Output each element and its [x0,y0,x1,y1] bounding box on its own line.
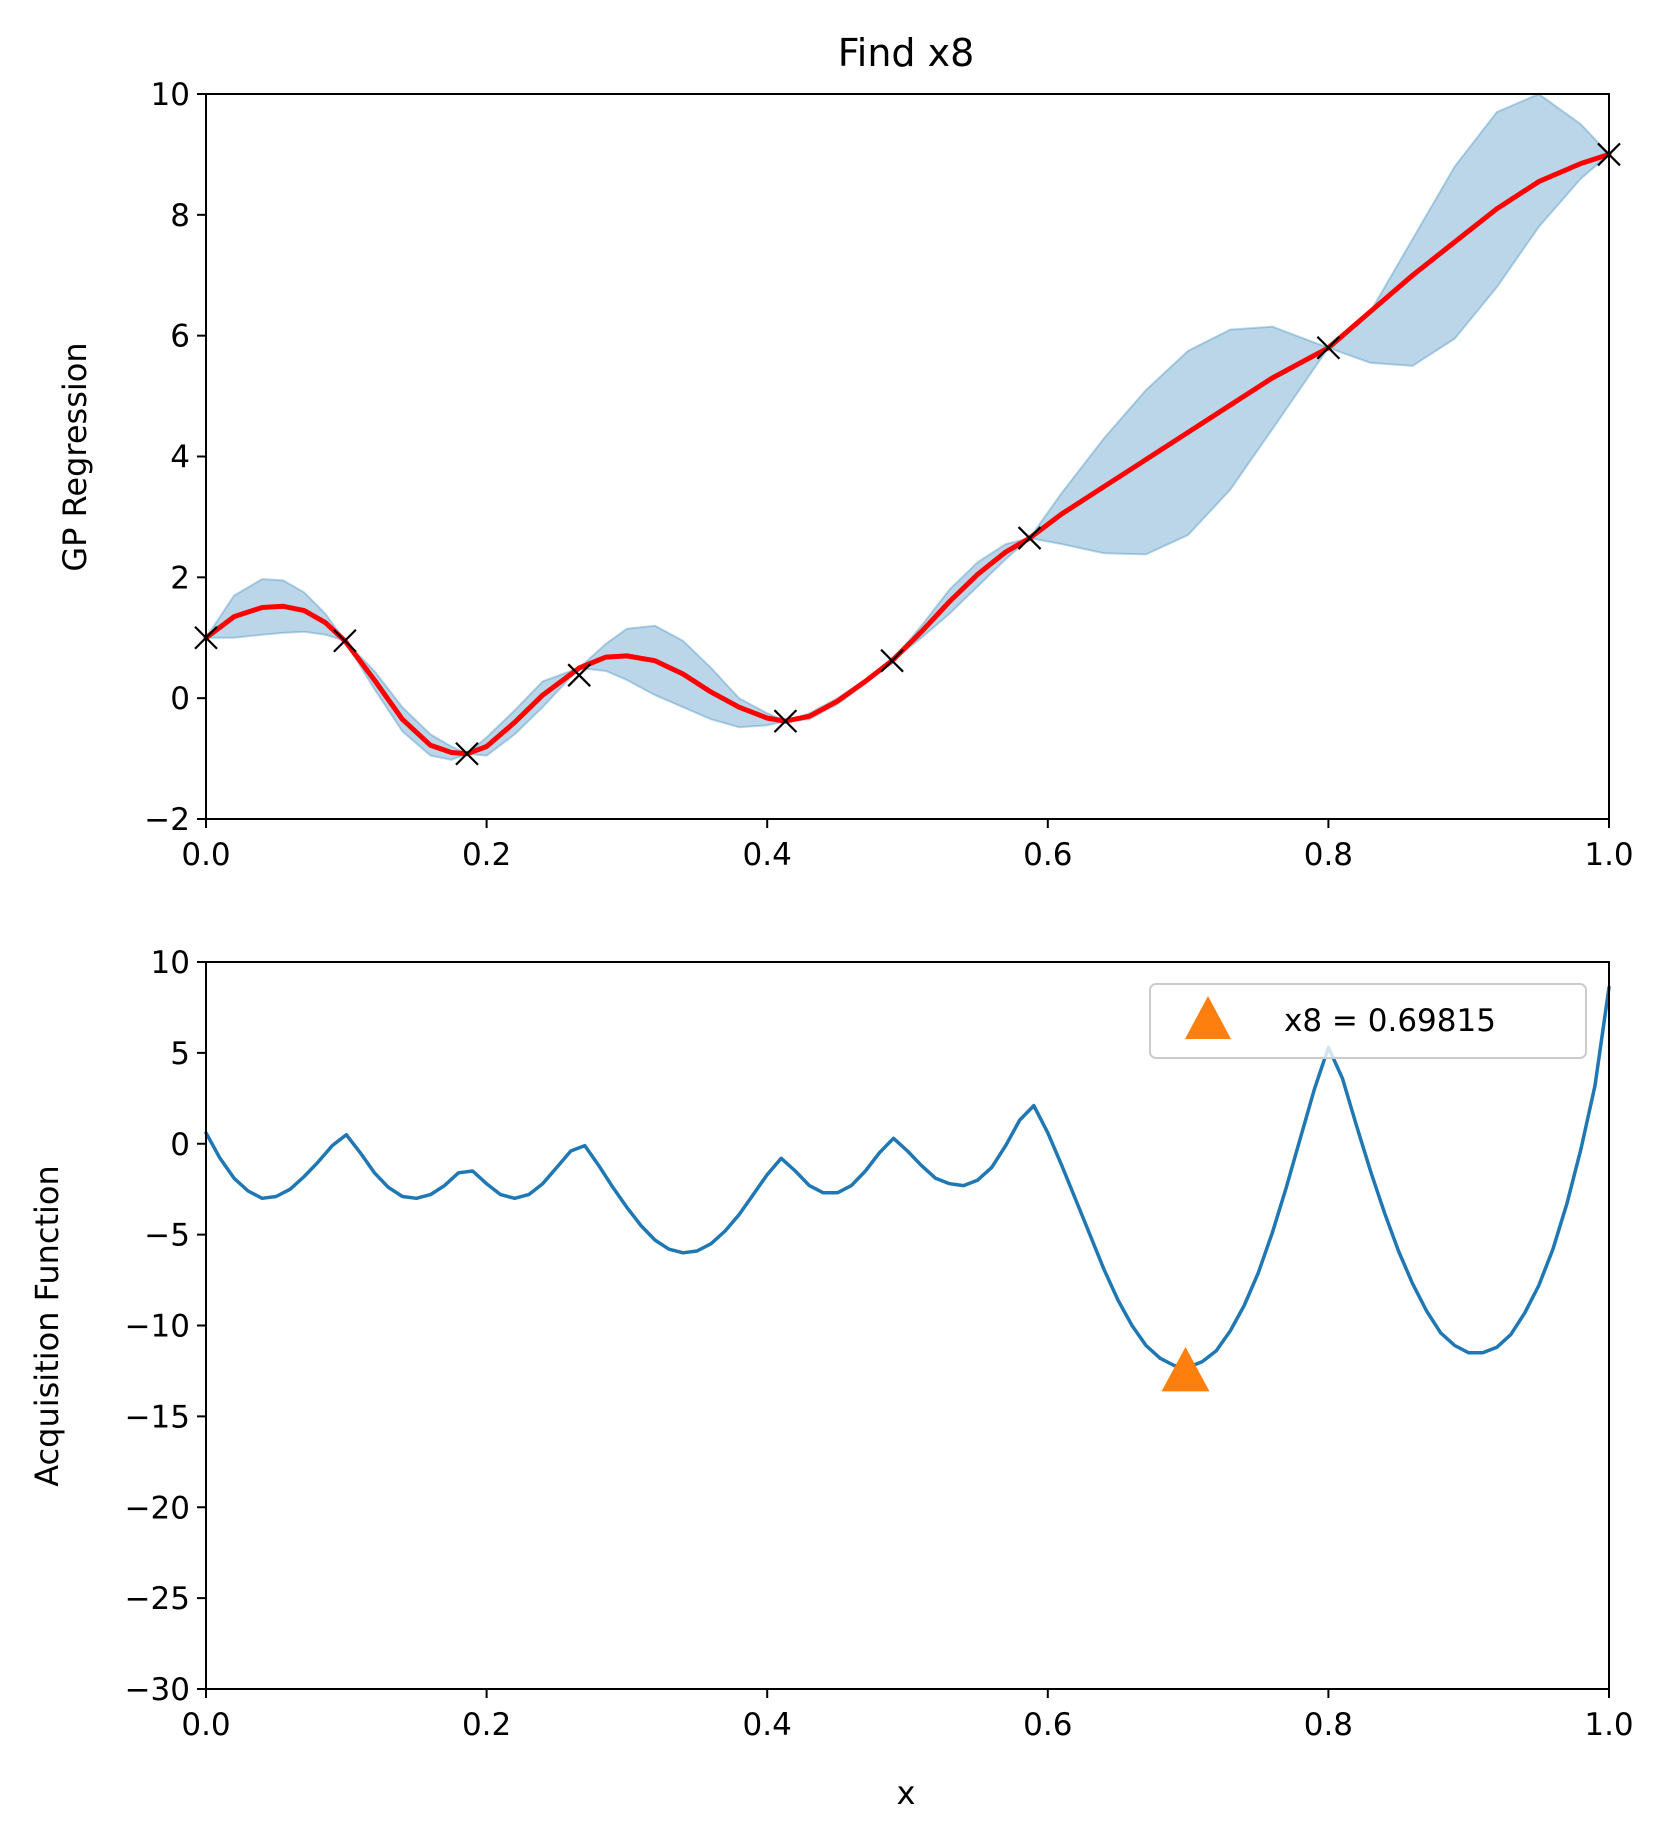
y-tick-label: −5 [144,1218,190,1254]
x-tick-label: 0.2 [462,1707,511,1743]
observation-point [1017,526,1042,550]
x-ticks-top: 0.0 0.2 0.4 0.6 0.8 1.0 [181,819,1634,873]
x-tick-label: 0.0 [181,1707,230,1743]
x-axis-label: x [897,1774,916,1812]
chart-title: Find x8 [838,31,975,75]
y-tick-label: −25 [125,1581,190,1617]
observation-point [567,663,591,687]
y-tick-label: −15 [125,1399,190,1435]
y-tick-label: 5 [170,1036,190,1072]
observation-point [773,709,798,733]
y-tick-label: −2 [144,802,190,838]
y-tick-label: 10 [151,945,190,981]
observation-point [455,741,479,766]
y-tick-label: 4 [170,440,190,476]
x-tick-label: 0.4 [743,837,792,873]
y-tick-label: 8 [170,198,190,234]
legend-label: x8 = 0.69815 [1284,1003,1496,1039]
y-tick-label: 0 [170,1127,190,1163]
x-tick-label: 0.6 [1023,1707,1072,1743]
y-ticks-top: −2 0 2 4 6 8 10 [144,77,206,838]
plot-frame-bottom [205,961,1610,1690]
y-ticks-bottom: −30 −25 −20 −15 −10 −5 0 5 10 [125,945,206,1708]
uncertainty-band-layer [204,92,1611,761]
acquisition-panel: 0.0 0.2 0.4 0.6 0.8 1.0 −30 −25 −20 −15 −10 −5 0 5 10… [28,945,1634,1812]
observations-layer [194,142,1621,766]
y-tick-label: 6 [170,319,190,355]
legend: x8 = 0.69815 [1149,983,1587,1059]
y-tick-label: 0 [170,681,190,717]
observation-point [880,648,904,673]
y-tick-label: −30 [125,1672,190,1708]
y-tick-label: −10 [125,1309,190,1345]
gp-regression-panel: Find x8 0.0 0.2 0.4 0.6 0.8 1.0 −2 0 2 4 6 8 10 GP … [56,31,1634,873]
mean-line-layer [203,151,1612,757]
observation-point [1316,335,1341,360]
x-tick-label: 0.0 [181,837,230,873]
x-tick-label: 0.4 [743,1707,792,1743]
selected-point-triangle-icon [1161,1346,1210,1392]
x-tick-label: 0.8 [1304,1707,1353,1743]
x-tick-label: 1.0 [1584,837,1633,873]
mean-line [203,151,1612,757]
y-axis-label-top: GP Regression [56,342,94,571]
legend-box [1149,983,1587,1059]
y-axis-label-bottom: Acquisition Function [28,1165,66,1487]
selected-point-layer [1161,1346,1210,1392]
x-tick-label: 0.6 [1023,837,1072,873]
x-tick-label: 0.2 [462,837,511,873]
acquisition-line [204,985,1611,1370]
acquisition-line-layer [204,985,1611,1370]
legend-triangle-icon [1185,996,1231,1039]
y-tick-label: 10 [151,77,190,113]
plot-frame-top [205,93,1610,820]
y-tick-label: 2 [170,560,190,596]
x-ticks-bottom: 0.0 0.2 0.4 0.6 0.8 1.0 [181,1689,1634,1743]
observation-point [333,628,357,653]
x-tick-label: 1.0 [1584,1707,1633,1743]
x-tick-label: 0.8 [1304,837,1353,873]
y-tick-label: −20 [125,1490,190,1526]
uncertainty-band [204,92,1611,761]
